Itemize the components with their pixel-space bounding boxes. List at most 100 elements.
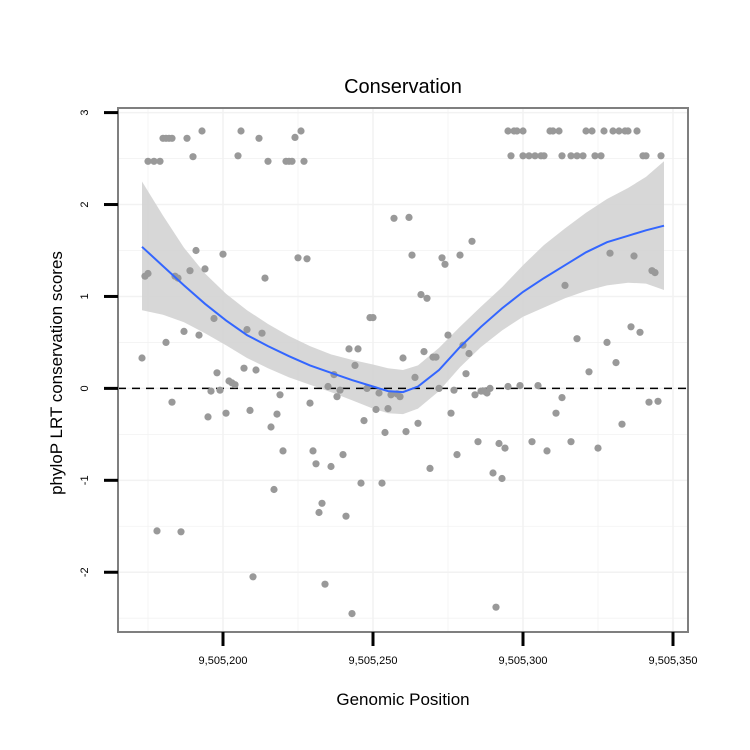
data-point [402, 428, 410, 436]
data-point [336, 386, 344, 394]
data-point [552, 409, 560, 417]
data-point [231, 381, 239, 389]
data-point [144, 269, 152, 278]
data-point [333, 393, 341, 401]
data-point [246, 406, 254, 414]
data-point [456, 251, 464, 259]
smooth-line-group [141, 224, 665, 394]
data-point [354, 345, 362, 353]
data-point [498, 474, 506, 483]
data-point [189, 153, 197, 161]
data-point [525, 152, 533, 160]
data-point [609, 127, 617, 135]
data-point [534, 382, 542, 390]
data-point [255, 134, 263, 142]
data-point [291, 133, 299, 141]
data-point [504, 382, 512, 391]
data-point [651, 269, 659, 277]
data-point [294, 254, 302, 262]
data-point [309, 447, 317, 455]
x-tick-label: 9,505,300 [499, 655, 548, 667]
data-point [516, 382, 524, 390]
data-point [444, 331, 452, 339]
data-point [399, 354, 407, 362]
data-point [342, 512, 350, 520]
data-point [375, 389, 383, 397]
data-point [144, 157, 152, 165]
data-point [405, 213, 413, 221]
data-point [219, 250, 227, 258]
data-point [318, 499, 326, 507]
data-point [390, 214, 398, 222]
data-point [186, 267, 194, 275]
data-points [138, 127, 665, 618]
data-point [237, 127, 245, 135]
data-point [624, 127, 632, 135]
data-point [168, 398, 176, 406]
data-point [636, 328, 644, 336]
data-point [558, 152, 566, 160]
data-point [654, 397, 662, 405]
plot-frame [117, 107, 689, 633]
x-tick-label: 9,505,200 [199, 655, 248, 667]
data-point [258, 329, 266, 337]
data-point [408, 251, 416, 259]
data-point [288, 157, 296, 165]
axes: 9,505,200 9,505,250 9,505,300 9,505,350 -2 -1… [79, 110, 697, 667]
data-point [519, 152, 527, 160]
data-point [414, 419, 422, 427]
data-point [156, 157, 164, 165]
data-point [495, 439, 503, 448]
chart-title: Conservation [344, 76, 462, 98]
data-point [579, 152, 587, 160]
data-point [474, 438, 482, 446]
data-point [558, 394, 566, 402]
data-point [519, 127, 527, 135]
data-point [315, 508, 323, 517]
data-point [567, 152, 575, 160]
data-point [465, 349, 473, 358]
data-point [222, 409, 230, 417]
data-point [351, 361, 359, 369]
data-point [300, 157, 308, 165]
data-point [486, 384, 494, 392]
y-tick-label: -2 [79, 567, 91, 577]
data-point [543, 447, 551, 455]
data-point [423, 294, 431, 302]
data-point [381, 428, 389, 437]
data-point [279, 447, 287, 455]
data-point [549, 127, 557, 135]
data-point [345, 345, 353, 353]
data-point [312, 460, 320, 468]
data-point [432, 353, 440, 361]
data-point [591, 152, 599, 160]
data-point [177, 528, 185, 536]
data-point [513, 127, 521, 135]
data-point [501, 444, 509, 452]
data-point [435, 384, 443, 392]
data-point [357, 479, 365, 487]
data-point [378, 479, 386, 487]
data-point [396, 393, 404, 401]
data-point [264, 157, 272, 165]
data-point [426, 464, 434, 472]
data-point [243, 326, 251, 334]
data-point [441, 260, 449, 268]
data-point [138, 354, 146, 362]
data-point [471, 391, 479, 399]
y-tick-label: 2 [79, 201, 91, 207]
data-point [204, 413, 212, 421]
data-point [339, 451, 347, 459]
data-point [306, 399, 314, 407]
data-point [594, 444, 602, 452]
data-point [612, 359, 620, 367]
data-point [276, 391, 284, 399]
confidence-ribbon [142, 161, 664, 415]
data-point [657, 152, 665, 160]
data-point [462, 370, 470, 378]
data-point [267, 423, 275, 431]
data-point [153, 527, 161, 535]
data-point [555, 127, 563, 135]
